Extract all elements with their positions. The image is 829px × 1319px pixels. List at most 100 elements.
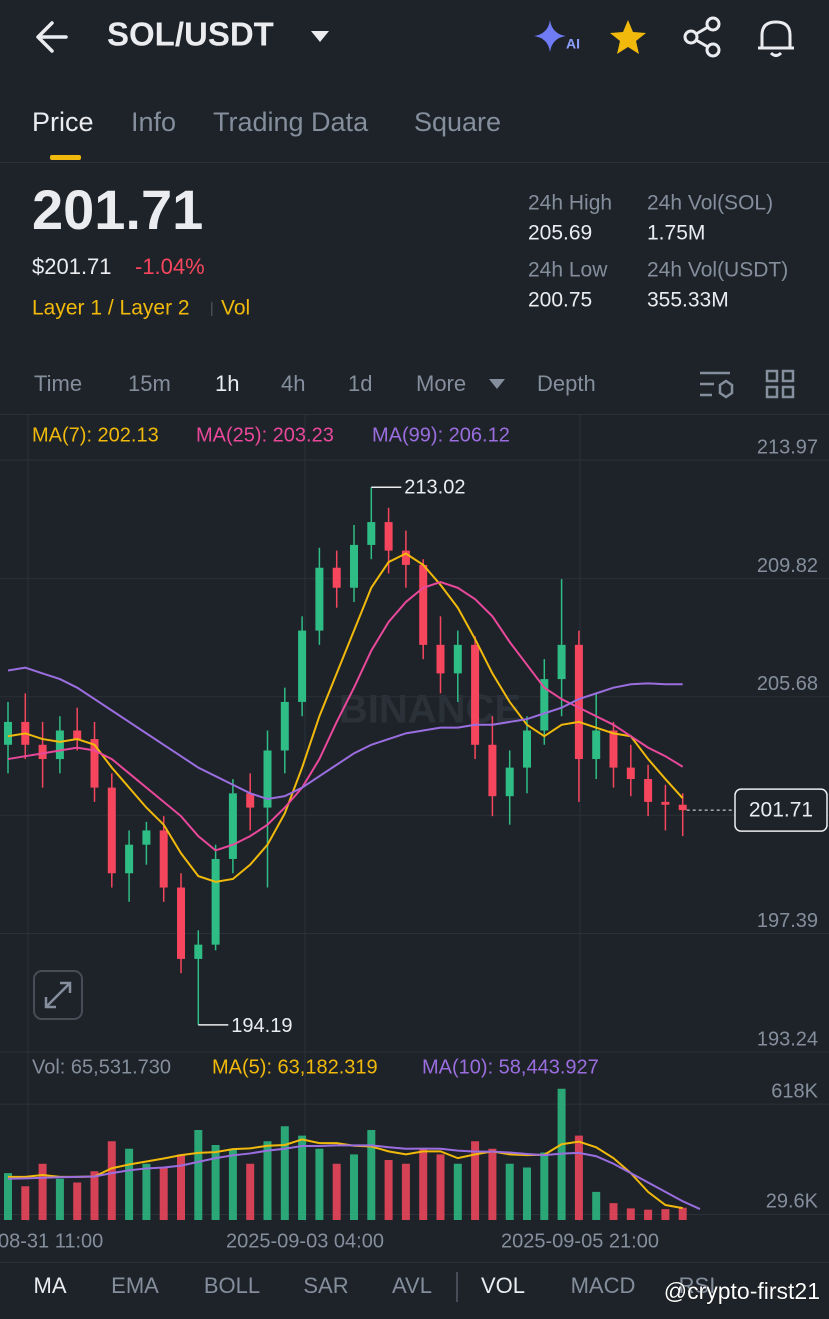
tab[interactable]: Info <box>131 107 176 137</box>
indicator[interactable]: AVL <box>392 1273 432 1298</box>
candle-body <box>90 739 99 788</box>
volume-bar <box>367 1130 376 1220</box>
stat-label: 24h Low <box>528 259 608 282</box>
candle-body <box>332 567 341 588</box>
interval[interactable]: 1d <box>348 371 372 396</box>
candle-body <box>228 793 237 859</box>
layout-icon[interactable] <box>765 369 795 399</box>
back-button[interactable] <box>36 21 68 53</box>
volume-bar <box>246 1163 255 1220</box>
tab-indicator <box>50 155 81 160</box>
candle-body <box>246 793 255 808</box>
volume-ma-line <box>7 1144 701 1210</box>
volume-bar <box>142 1163 151 1220</box>
y-tick-label: 209.82 <box>757 555 818 577</box>
candle-body <box>125 844 134 874</box>
volume-bar <box>263 1141 272 1220</box>
indicator[interactable]: SAR <box>303 1273 348 1298</box>
indicator[interactable]: MACD <box>571 1273 636 1298</box>
y-tick-label: 618K <box>771 1080 818 1102</box>
volume-bar <box>488 1148 497 1220</box>
indicator[interactable]: VOL <box>481 1273 525 1298</box>
y-tick-label: 197.39 <box>757 910 818 932</box>
volume-bar <box>401 1163 410 1220</box>
expand-button[interactable] <box>33 970 83 1020</box>
candle-body <box>505 767 514 797</box>
candle-body <box>367 522 376 545</box>
candle-body <box>540 679 549 731</box>
tag[interactable]: Layer 1 / Layer 2 <box>32 297 190 320</box>
candle-body <box>177 887 185 959</box>
divider <box>0 162 829 163</box>
last-price: 201.71 <box>32 178 203 241</box>
tab[interactable]: Trading Data <box>213 107 369 137</box>
volume-bar <box>609 1203 618 1220</box>
alert-bell[interactable] <box>758 20 794 57</box>
candle-body <box>453 644 462 674</box>
usd-price: $201.71 <box>32 254 112 279</box>
watermark-credit: @crypto-first21 <box>664 1278 820 1304</box>
stat-label: 24h High <box>528 192 612 215</box>
volume-bar <box>626 1208 635 1220</box>
volume-bar <box>73 1182 82 1220</box>
volume-bar <box>4 1173 12 1220</box>
y-tick-label: 29.6K <box>766 1191 819 1213</box>
ma-legend: MA(25): 203.23 <box>196 424 334 446</box>
indicator[interactable]: RSI <box>679 1273 716 1298</box>
tab[interactable]: Square <box>414 107 501 137</box>
price-change: -1.04% <box>135 254 205 279</box>
interval[interactable]: Depth <box>537 371 596 396</box>
x-tick-label: 08-31 11:00 <box>0 1230 103 1252</box>
candle-body <box>315 567 324 631</box>
chart-layer: BINANCE213.97209.82205.68201.53197.39193… <box>0 415 829 1252</box>
tab[interactable]: Price <box>32 107 94 137</box>
chart-settings-icon[interactable] <box>700 371 734 399</box>
volume-bar <box>350 1154 358 1220</box>
candle-body <box>626 767 635 780</box>
candle-body <box>350 544 358 588</box>
share-icon[interactable] <box>683 16 721 58</box>
tag[interactable]: Vol <box>221 297 250 320</box>
indicator[interactable]: BOLL <box>204 1273 260 1298</box>
volume-bar <box>107 1141 116 1220</box>
interval[interactable]: 15m <box>128 371 171 396</box>
ai-icon[interactable]: AI <box>534 20 580 52</box>
favorite-star[interactable] <box>610 20 646 54</box>
divider <box>0 414 829 415</box>
candle-body <box>678 804 687 811</box>
candle-body <box>592 730 601 760</box>
tag-separator <box>211 302 213 316</box>
interval[interactable]: 1h <box>215 371 239 396</box>
interval[interactable]: More <box>416 371 466 396</box>
volume-bar <box>505 1163 514 1220</box>
indicator[interactable]: EMA <box>111 1273 159 1298</box>
y-tick-label: 213.97 <box>757 436 818 458</box>
candle-body <box>194 944 203 959</box>
volume-bar <box>315 1148 324 1220</box>
volume-bar <box>523 1167 531 1220</box>
price-tag-label: 201.71 <box>749 799 813 822</box>
ma-legend: MA(99): 206.12 <box>372 424 510 446</box>
volume-bar <box>661 1209 670 1220</box>
candle-body <box>419 564 428 645</box>
pair-title[interactable]: SOL/USDT <box>107 16 274 53</box>
more-dropdown[interactable] <box>489 379 505 389</box>
candle-body <box>523 730 531 768</box>
stat-label: 24h Vol(SOL) <box>647 192 773 215</box>
candle-body <box>73 730 82 740</box>
candle-body <box>38 744 47 760</box>
candle-body <box>401 550 410 565</box>
volume-bar <box>471 1141 480 1220</box>
candle-body <box>609 730 618 768</box>
x-tick-label: 2025-09-03 04:00 <box>226 1230 384 1252</box>
indicator[interactable]: MA <box>34 1273 67 1298</box>
indicator-bar: MA EMA BOLL SAR AVL VOL MACD RSI <box>34 1273 716 1298</box>
pair-dropdown[interactable] <box>311 31 329 42</box>
stat-value: 200.75 <box>528 289 592 312</box>
candle-body <box>263 750 272 808</box>
volume-bar <box>384 1160 393 1220</box>
interval[interactable]: Time <box>34 371 82 396</box>
interval[interactable]: 4h <box>281 371 305 396</box>
